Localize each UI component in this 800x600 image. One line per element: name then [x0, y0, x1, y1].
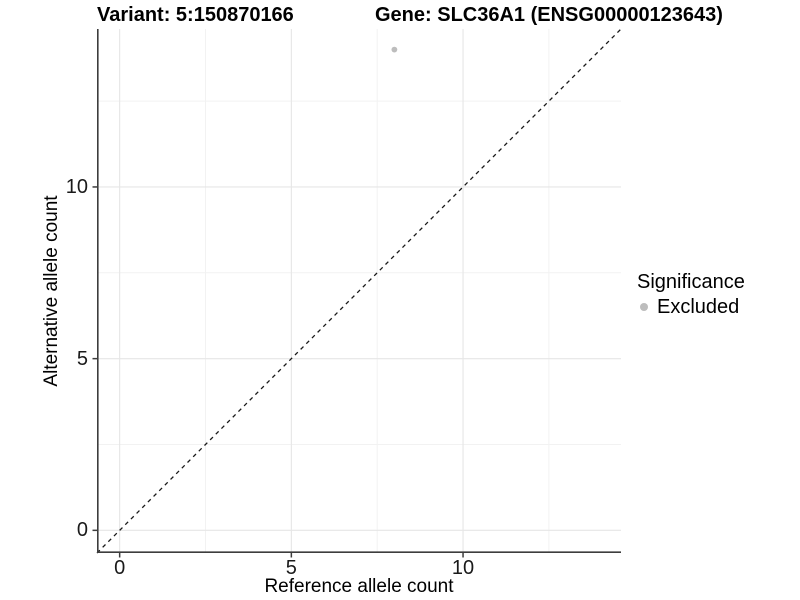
y-tick-label: 10: [65, 175, 88, 198]
y-axis-title: Alternative allele count: [41, 195, 62, 387]
gene-title: Gene: SLC36A1 (ENSG00000123643): [375, 4, 723, 26]
y-tick-label: 0: [76, 519, 88, 542]
x-tick-label: 5: [285, 557, 297, 579]
x-tick-label: 10: [451, 557, 475, 579]
identity-line: [96, 28, 622, 554]
legend: Significance Excluded: [637, 270, 745, 319]
x-tick-label: 0: [114, 557, 126, 579]
data-point-excluded: [391, 46, 398, 53]
legend-title: Significance: [637, 271, 745, 293]
y-tick-label: 5: [76, 347, 88, 370]
variant-title: Variant: 5:150870166: [97, 4, 294, 26]
legend-item-label: Excluded: [657, 295, 740, 318]
x-axis-title: Reference allele count: [264, 576, 454, 597]
legend-point-icon: [640, 303, 648, 311]
legend-item-excluded: Excluded: [637, 295, 745, 319]
plot-panel: [92, 28, 622, 558]
